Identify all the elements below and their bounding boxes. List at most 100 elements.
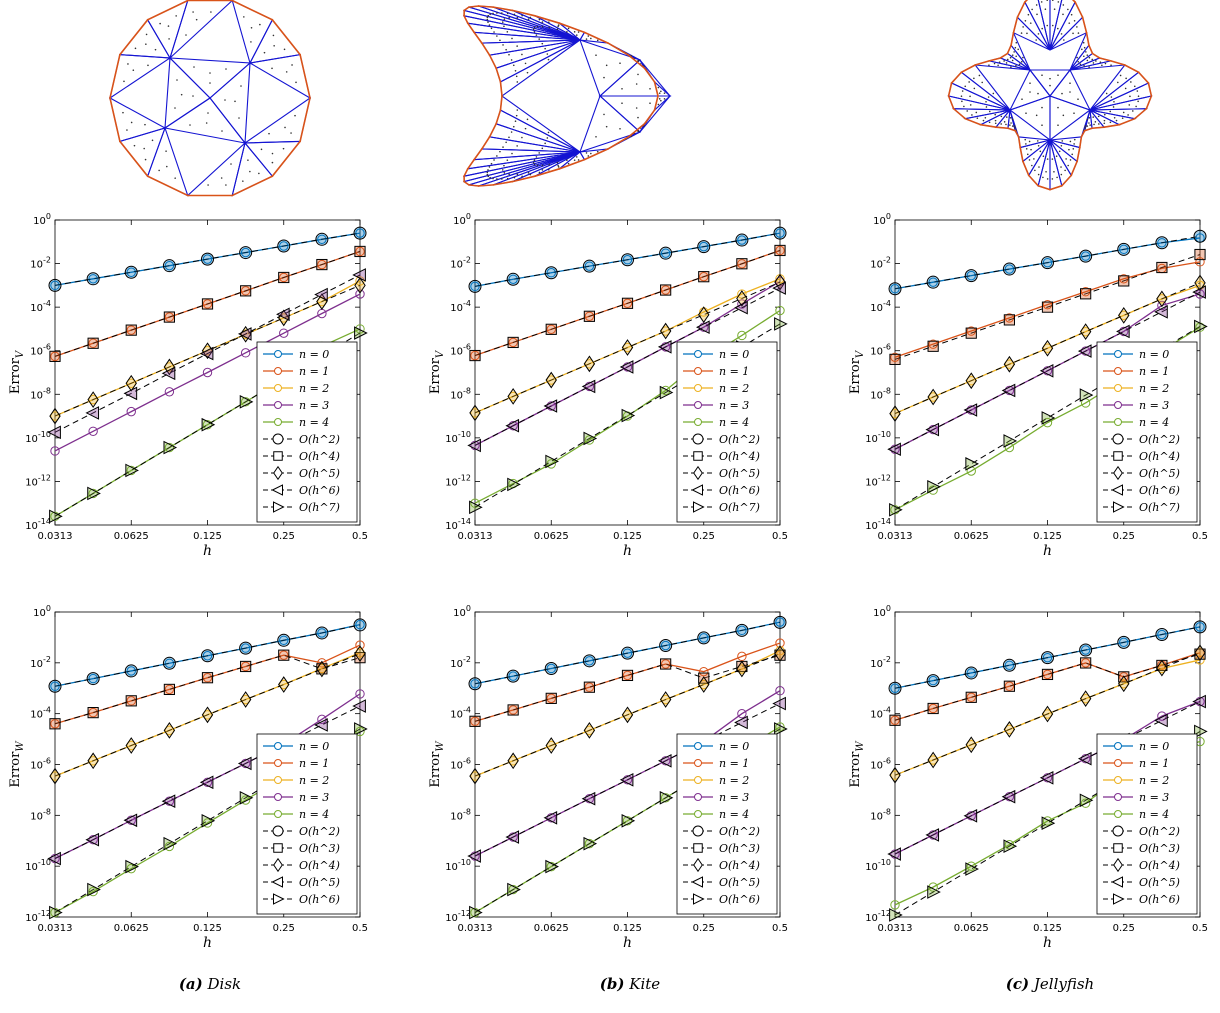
legend-series-marker — [274, 367, 282, 375]
mesh-disk-boundary-node — [299, 140, 301, 143]
mesh-jellyfish-node — [1042, 176, 1044, 179]
series-point-n0 — [1004, 264, 1015, 274]
reference-marker-1 — [965, 691, 977, 703]
legend: n = 0 n = 1 n = 2 n = 3 n = 4 O(h^2) O(h^3) O(h… — [676, 733, 778, 915]
mesh-kite-node — [503, 18, 506, 20]
mesh-jellyfish-node — [1030, 148, 1032, 151]
mesh-jellyfish-node — [1128, 104, 1131, 106]
mesh-disk-node — [144, 158, 147, 161]
reference-marker-2 — [49, 407, 61, 425]
mesh-jellyfish-node — [1061, 140, 1064, 142]
series-point-n2 — [88, 756, 98, 766]
mesh-jellyfish-node — [1003, 60, 1005, 62]
series-point-n1 — [508, 705, 518, 715]
mesh-jellyfish-node — [1103, 122, 1106, 125]
mesh-kite-node — [493, 159, 495, 161]
series-point-n0 — [622, 648, 633, 658]
reference-marker-1 — [889, 353, 901, 365]
mesh-disk-node — [209, 82, 211, 84]
mesh-disk-boundary-node — [146, 18, 149, 21]
reference-marker-2 — [545, 737, 557, 754]
series-point-n4 — [88, 488, 98, 499]
mesh-kite-node — [544, 142, 546, 145]
legend-series-marker — [694, 776, 702, 784]
reference-marker-0 — [888, 681, 902, 695]
mesh-jellyfish-node — [1009, 56, 1012, 59]
mesh-kite-node — [557, 166, 560, 168]
reference-marker-2 — [889, 405, 901, 422]
mesh-jellyfish-boundary-node — [1118, 123, 1121, 126]
legend-series-label: n = 3 — [1139, 791, 1169, 804]
mesh-kite-node — [521, 14, 523, 17]
legend-series-marker — [694, 418, 702, 426]
legend-series-label: n = 4 — [1139, 808, 1169, 821]
reference-marker-4 — [965, 457, 979, 471]
series-point-n1 — [279, 650, 289, 660]
mesh-jellyfish-node — [961, 90, 964, 92]
mesh-jellyfish-boundary-node — [1103, 126, 1105, 129]
legend-series-label: n = 2 — [719, 382, 749, 395]
series-point-n1 — [699, 666, 709, 677]
mesh-jellyfish-node — [1076, 56, 1078, 59]
reference-marker-1 — [278, 649, 290, 661]
mesh-jellyfish-node — [1124, 87, 1127, 90]
legend-ref-label: O(h^6) — [299, 484, 340, 497]
legend-ref-marker — [693, 501, 705, 513]
mesh-jellyfish-node — [1046, 24, 1049, 27]
y-tick-label: 10-4 — [870, 706, 891, 721]
mesh-jellyfish-node — [973, 87, 976, 90]
reference-marker-4 — [545, 454, 559, 469]
reference-marker-0 — [506, 669, 520, 683]
reference-marker-0 — [773, 226, 787, 240]
reference-marker-1 — [201, 298, 214, 310]
mesh-kite-node — [585, 38, 588, 40]
series-point-n2 — [50, 771, 60, 781]
mesh-disk-node — [205, 122, 208, 124]
legend-box — [1096, 733, 1198, 915]
x-tick-label: 0.5 — [772, 923, 788, 934]
reference-marker-1 — [240, 660, 252, 673]
mesh-kite-boundary-node — [558, 167, 561, 170]
y-tick-label: 10-8 — [870, 807, 891, 822]
reference-marker-2 — [1194, 274, 1206, 292]
mesh-jellyfish-node — [1029, 91, 1031, 93]
series-point-n0 — [966, 668, 976, 678]
mesh-disk-node — [283, 48, 286, 51]
series-point-n4 — [470, 498, 480, 508]
legend-series-marker — [274, 418, 282, 426]
mesh-disk-node — [122, 111, 124, 114]
chart-jellyfish-W: 100 10-2 10-4 10-6 10-8 10-10 10-120.0313 0.062… — [848, 604, 1208, 951]
mesh-disk-element — [243, 96, 311, 144]
series-point-n2 — [1042, 343, 1053, 353]
mesh-kite-node — [548, 26, 550, 29]
series-point-n3 — [1004, 792, 1015, 802]
mesh-jellyfish-node — [997, 64, 999, 67]
mesh-jellyfish-node — [1101, 64, 1103, 67]
reference-marker-1 — [1156, 261, 1168, 274]
y-tick-label: 10-8 — [30, 386, 51, 401]
mesh-jellyfish-node — [1036, 13, 1038, 16]
series-point-n1 — [202, 299, 213, 309]
reference-marker-1 — [660, 658, 672, 670]
legend-ref-marker — [272, 825, 284, 837]
mesh-kite-boundary-node — [492, 6, 495, 9]
y-tick-label: 100 — [33, 604, 51, 619]
reference-marker-1 — [889, 714, 901, 726]
mesh-jellyfish-node — [1068, 148, 1070, 151]
reference-marker-1 — [927, 702, 939, 715]
mesh-jellyfish-node — [1041, 74, 1043, 76]
reference-marker-0 — [735, 623, 749, 637]
legend-ref-marker — [691, 484, 703, 496]
caption-disk: (a) Disk — [60, 975, 360, 993]
mesh-disk-node — [175, 15, 177, 17]
legend-series-label: n = 3 — [719, 791, 749, 804]
mesh-jellyfish-boundary-node — [1007, 127, 1009, 130]
mesh-disk-node — [195, 18, 198, 21]
legend-series-label: n = 4 — [299, 808, 329, 821]
series-point-n1 — [355, 640, 365, 650]
series-point-n3 — [1157, 711, 1167, 721]
series-point-n3 — [470, 440, 480, 451]
mesh-jellyfish-node — [1015, 41, 1018, 44]
reference-line-0 — [894, 626, 1201, 689]
mesh-jellyfish-node — [1037, 92, 1039, 95]
